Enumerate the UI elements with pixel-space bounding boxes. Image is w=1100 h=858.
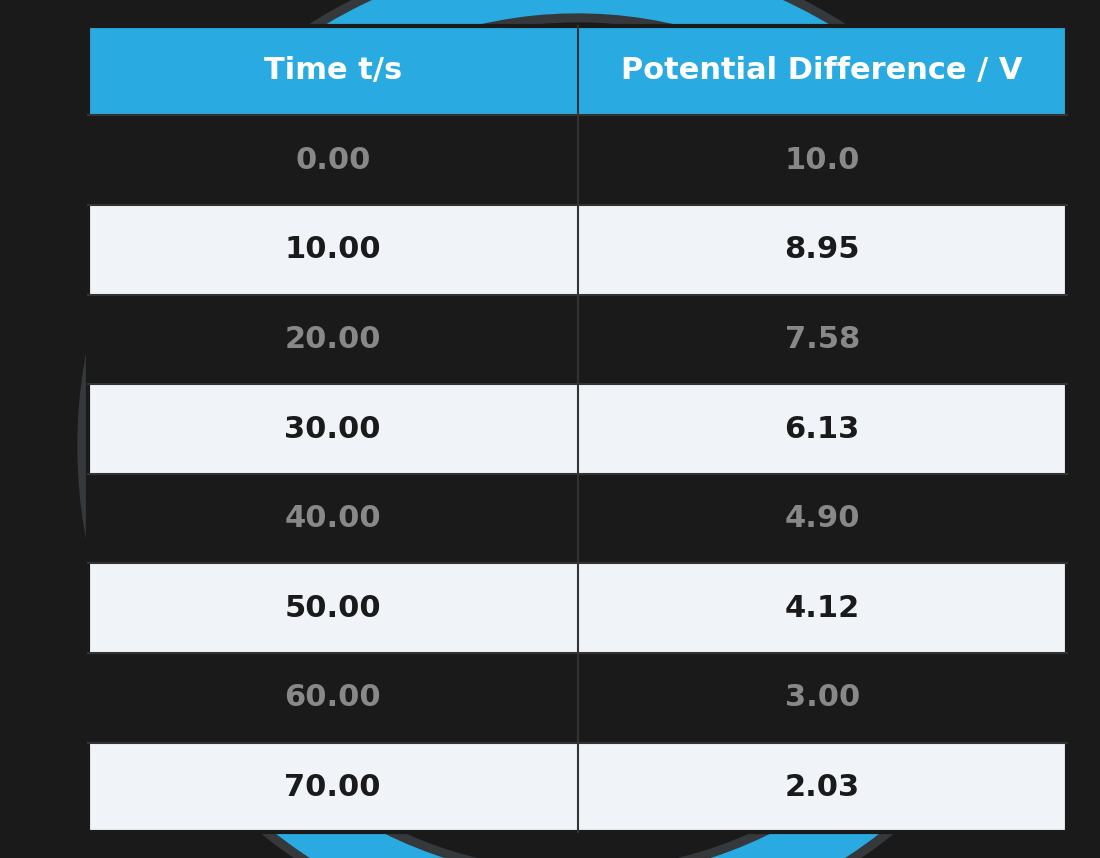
Text: Time t/s: Time t/s	[264, 56, 402, 85]
Text: 60.00: 60.00	[285, 683, 381, 712]
Text: 10.00: 10.00	[285, 235, 381, 264]
Text: 50.00: 50.00	[285, 594, 381, 623]
Text: 0.00: 0.00	[295, 146, 371, 175]
Text: 70.00: 70.00	[285, 773, 381, 802]
Text: 4.90: 4.90	[784, 505, 860, 533]
Text: 10.0: 10.0	[784, 146, 860, 175]
Text: Potential Difference / V: Potential Difference / V	[621, 56, 1023, 85]
Text: 4.12: 4.12	[784, 594, 860, 623]
FancyBboxPatch shape	[88, 384, 1067, 474]
FancyBboxPatch shape	[88, 115, 1067, 205]
Text: 6.13: 6.13	[784, 414, 860, 444]
Text: 2.03: 2.03	[784, 773, 860, 802]
Text: 3.00: 3.00	[784, 683, 860, 712]
FancyBboxPatch shape	[88, 653, 1067, 743]
Text: 40.00: 40.00	[285, 505, 381, 533]
FancyBboxPatch shape	[88, 564, 1067, 653]
FancyBboxPatch shape	[88, 205, 1067, 294]
Text: 30.00: 30.00	[285, 414, 381, 444]
FancyBboxPatch shape	[88, 743, 1067, 832]
FancyBboxPatch shape	[88, 474, 1067, 564]
Text: 20.00: 20.00	[285, 325, 381, 353]
Text: 7.58: 7.58	[784, 325, 860, 353]
FancyBboxPatch shape	[88, 294, 1067, 384]
FancyBboxPatch shape	[88, 26, 1067, 115]
Text: 8.95: 8.95	[784, 235, 860, 264]
